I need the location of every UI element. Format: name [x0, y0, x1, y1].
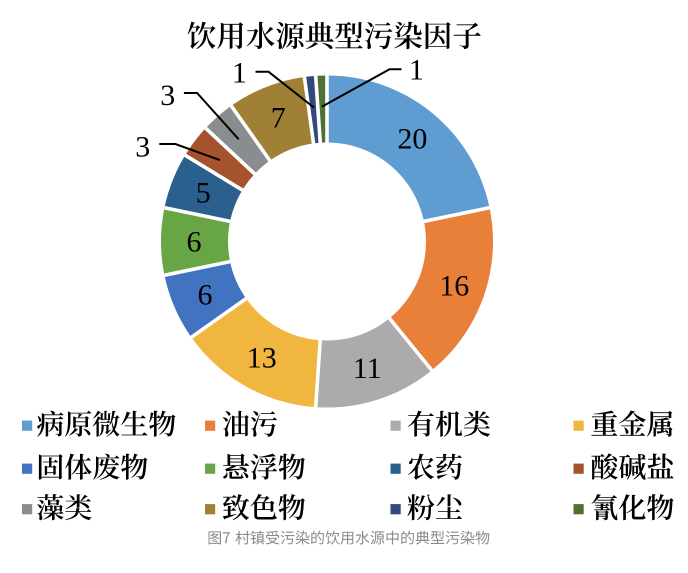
svg-text:1: 1 — [232, 57, 247, 90]
svg-text:7: 7 — [271, 102, 286, 135]
svg-text:1: 1 — [409, 54, 424, 87]
svg-text:20: 20 — [397, 123, 427, 156]
svg-text:5: 5 — [196, 177, 211, 210]
svg-text:3: 3 — [160, 79, 175, 112]
svg-text:6: 6 — [187, 225, 202, 258]
svg-text:6: 6 — [198, 278, 213, 311]
svg-text:13: 13 — [247, 341, 277, 374]
svg-text:3: 3 — [135, 131, 150, 164]
svg-text:16: 16 — [439, 269, 469, 302]
svg-text:11: 11 — [353, 352, 382, 385]
